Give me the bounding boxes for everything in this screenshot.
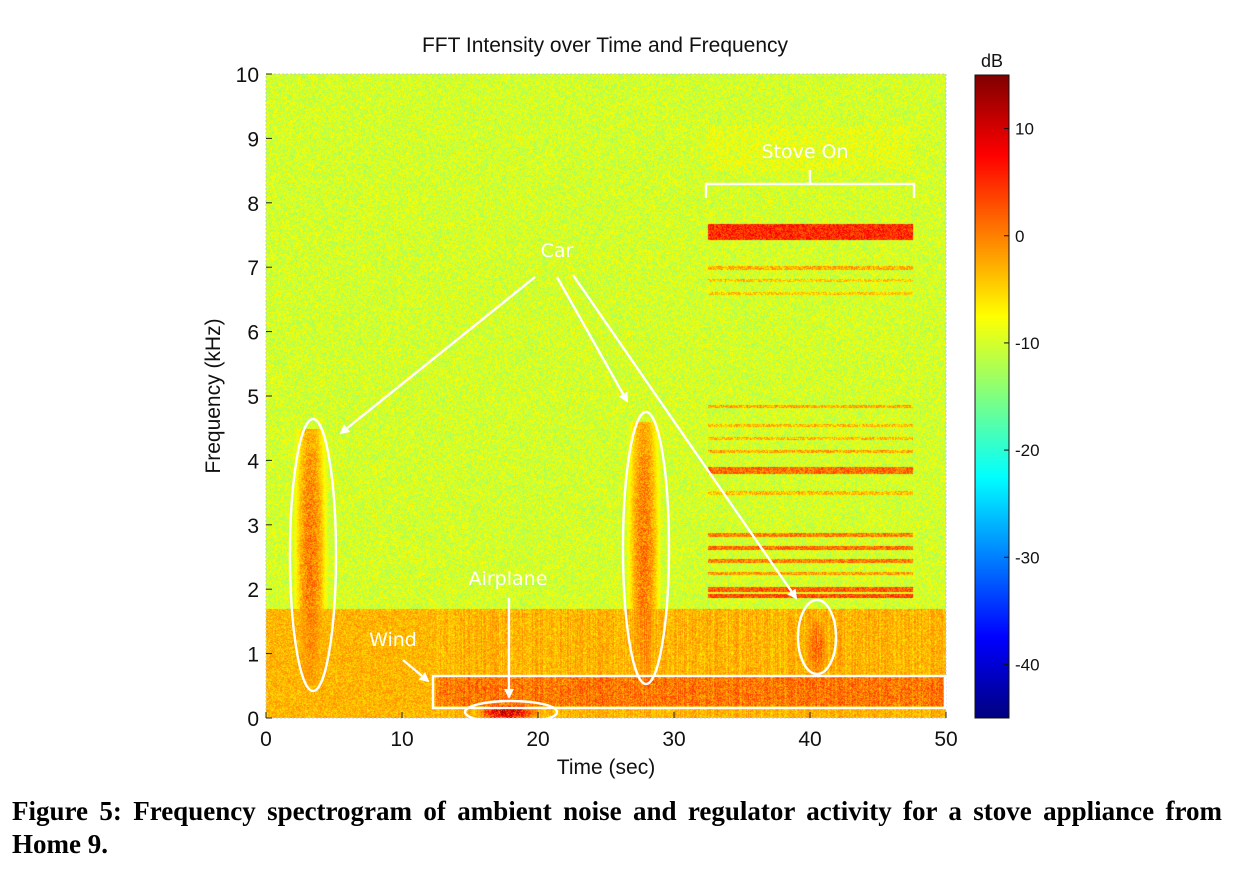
y-axis: 0 1 2 3 4 5 6 7 8 9 10 xyxy=(236,64,272,731)
car-arrow-2 xyxy=(555,276,629,403)
wind-label: Wind xyxy=(369,629,417,651)
spectrogram-heatmap xyxy=(266,74,946,718)
y-tick-label: 8 xyxy=(247,193,259,216)
y-tick-label: 0 xyxy=(247,708,259,731)
colorbar-tick-label: -20 xyxy=(1015,441,1040,460)
annotations-layer xyxy=(288,170,947,725)
car-1-ellipse xyxy=(288,417,338,693)
colorbar-tick-label: -10 xyxy=(1015,334,1040,353)
y-tick-label: 4 xyxy=(247,450,259,473)
car-3-ellipse xyxy=(796,598,838,676)
colorbar-tick-label: 0 xyxy=(1015,227,1024,246)
stove-on-bracket xyxy=(704,170,916,198)
y-tick-label: 5 xyxy=(247,386,259,409)
x-axis: 0 10 20 30 40 50 xyxy=(260,712,958,751)
x-tick-label: 50 xyxy=(934,728,957,751)
colorbar-ticks: 10 0 -10 -20 -30 -40 xyxy=(1004,120,1040,674)
colorbar: dB 10 0 -10 -20 -30 -40 xyxy=(974,51,1040,719)
x-tick-label: 10 xyxy=(390,728,413,751)
x-tick-label: 30 xyxy=(662,728,685,751)
y-tick-label: 6 xyxy=(247,322,259,345)
x-tick-label: 20 xyxy=(526,728,549,751)
stove-on-label: Stove On xyxy=(761,141,848,163)
y-axis-label: Frequency (kHz) xyxy=(202,318,225,473)
figure-caption: Figure 5: Frequency spectrogram of ambie… xyxy=(12,796,1222,859)
y-tick-label: 2 xyxy=(247,579,259,602)
colorbar-tick-label: -30 xyxy=(1015,548,1040,567)
colorbar-tick-label: -40 xyxy=(1015,655,1040,674)
car-arrow-3 xyxy=(572,274,798,600)
y-tick-label: 1 xyxy=(247,644,259,667)
colorbar-tick-label: 10 xyxy=(1015,120,1034,139)
car-label: Car xyxy=(541,240,574,262)
wind-arrow xyxy=(402,659,430,683)
y-tick-label: 7 xyxy=(247,257,259,280)
x-tick-label: 40 xyxy=(798,728,821,751)
y-tick-label: 9 xyxy=(247,128,259,151)
airplane-ellipse xyxy=(463,699,559,725)
y-tick-label: 3 xyxy=(247,515,259,538)
y-tick-label: 10 xyxy=(236,64,259,87)
x-tick-label: 0 xyxy=(260,728,272,751)
airplane-label: Airplane xyxy=(469,568,548,590)
wind-box xyxy=(431,674,947,710)
car-arrow-1 xyxy=(339,276,536,435)
plot-area xyxy=(265,73,947,719)
colorbar-label: dB xyxy=(981,51,1003,71)
chart-title: FFT Intensity over Time and Frequency xyxy=(422,34,789,57)
x-axis-label: Time (sec) xyxy=(557,756,655,779)
colorbar-scale xyxy=(974,74,1010,719)
car-2-ellipse xyxy=(621,410,671,686)
